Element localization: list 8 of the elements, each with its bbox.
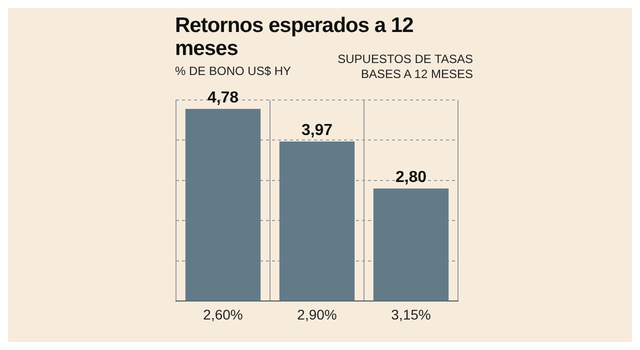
data-label: 2,80 [395,168,427,186]
x-tick-label: 2,60% [203,306,243,322]
x-tick-label: 3,15% [391,306,431,322]
data-label: 3,97 [301,122,333,139]
data-label: 4,78 [207,89,239,106]
x-axis-title: SUPUESTOS DE TASAS BASES A 12 MESES [336,52,473,82]
chart-subtitle: % DE BONO US$ HY [175,64,292,78]
x-tick-label: 2,90% [297,306,337,322]
